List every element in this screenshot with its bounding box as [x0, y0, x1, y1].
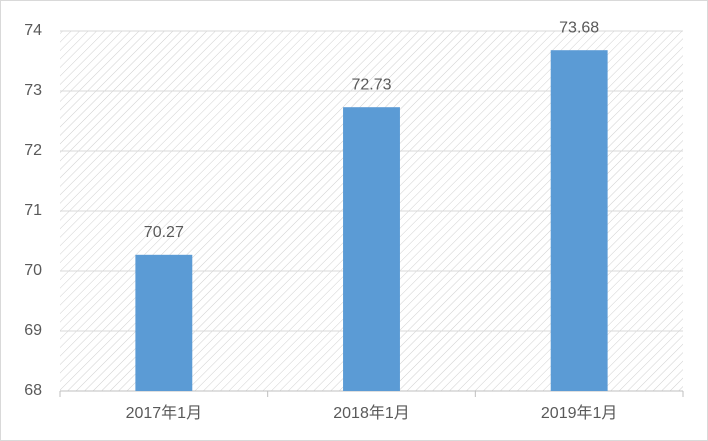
x-tick-label: 2018年1月	[333, 404, 410, 422]
data-label: 73.68	[559, 19, 599, 36]
bar	[135, 254, 193, 391]
y-tick-label: 73	[24, 82, 42, 99]
y-tick-label: 74	[24, 22, 42, 39]
bar	[343, 107, 400, 391]
data-label: 72.73	[351, 76, 391, 93]
y-tick-label: 69	[24, 322, 42, 339]
data-label: 70.27	[144, 224, 184, 241]
y-tick-label: 68	[24, 382, 42, 399]
x-tick-label: 2017年1月	[126, 404, 203, 422]
bar	[550, 50, 608, 391]
y-tick-label: 71	[24, 202, 42, 219]
y-tick-label: 70	[24, 262, 42, 279]
x-tick-label: 2019年1月	[541, 404, 618, 422]
y-tick-label: 72	[24, 142, 42, 159]
